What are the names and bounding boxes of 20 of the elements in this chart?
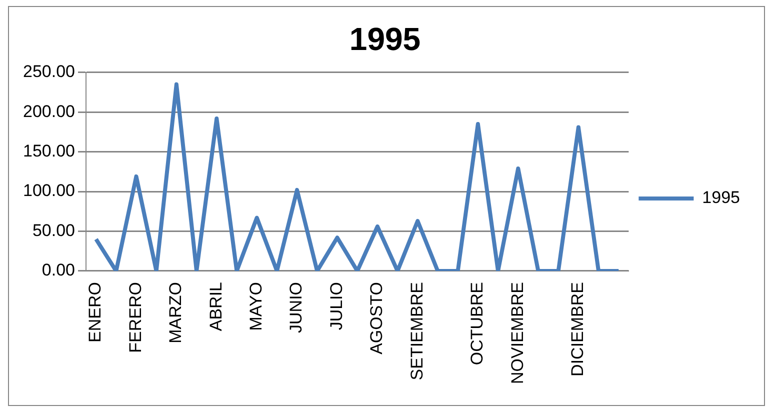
legend-label: 1995: [702, 188, 740, 208]
chart-title: 1995: [349, 21, 421, 58]
x-tick-label: DICIEMBRE: [568, 282, 588, 376]
x-tick-label: ABRIL: [206, 282, 226, 332]
y-tick-label: 50.00: [32, 220, 75, 240]
x-tick-label: OCTUBRE: [468, 282, 487, 366]
x-tick-label: ENERO: [86, 282, 105, 342]
x-tick-label: JUNIO: [286, 282, 306, 333]
x-tick-label: MAYO: [246, 282, 266, 331]
y-tick-label: 0.00: [42, 260, 75, 280]
y-tick-label: 200.00: [22, 102, 75, 121]
x-tick-label: SETIEMBRE: [407, 282, 426, 380]
y-tick-label: 250.00: [22, 62, 75, 82]
x-tick-label: FERERO: [126, 282, 145, 353]
x-tick-label: MARZO: [166, 282, 186, 344]
x-tick-label: NOVIEMBRE: [508, 282, 527, 384]
y-tick-label: 100.00: [22, 181, 75, 200]
y-tick-label: 150.00: [22, 142, 75, 161]
x-tick-label: JULIO: [326, 282, 346, 330]
x-tick-label: AGOSTO: [367, 282, 386, 354]
